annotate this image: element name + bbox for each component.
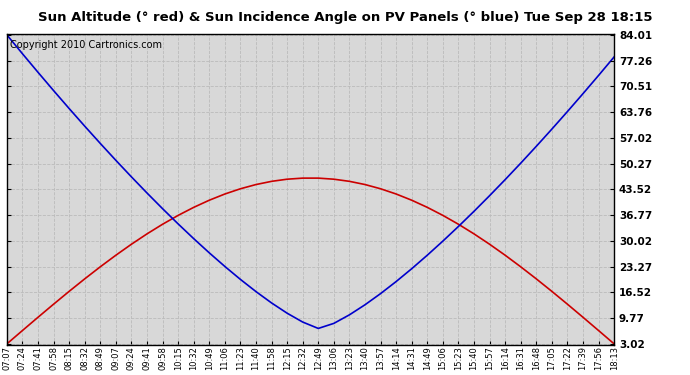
Text: Sun Altitude (° red) & Sun Incidence Angle on PV Panels (° blue) Tue Sep 28 18:1: Sun Altitude (° red) & Sun Incidence Ang… (38, 11, 652, 24)
Text: Copyright 2010 Cartronics.com: Copyright 2010 Cartronics.com (10, 40, 162, 50)
